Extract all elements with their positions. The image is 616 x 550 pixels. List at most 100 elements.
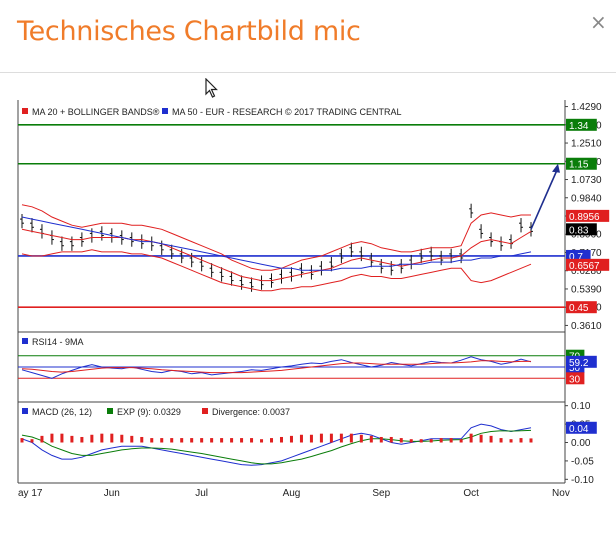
level-tag-label: 1.15 [569,160,589,171]
series-line [21,429,532,465]
divergence-bar [110,433,114,443]
mouse-cursor-icon [205,78,218,98]
divergence-bar [240,438,244,443]
value-tag-label: 0.04 [569,424,589,435]
divergence-bar [250,438,254,443]
legend-label: MACD (26, 12) [32,407,92,417]
legend-label: RSI14 - 9MA [32,337,84,347]
divergence-bar [220,438,224,443]
divergence-bar [60,433,64,443]
divergence-bar [120,434,124,443]
divergence-bar [369,435,373,443]
series-line [21,228,532,282]
divergence-bar [439,438,443,443]
value-tag [566,355,597,368]
divergence-bar [419,439,423,443]
series-line [21,249,532,292]
divergence-bar [409,439,413,443]
divergence-bar [519,438,523,443]
divergence-bar [379,436,383,443]
divergence-bar [140,436,144,443]
divergence-bar [329,433,333,443]
y-tick-label: -0.10 [571,475,594,486]
divergence-bar [150,438,154,443]
value-tag [566,223,597,236]
divergence-bar [529,438,533,443]
divergence-bar [260,439,264,443]
x-tick-label: Sep [372,488,390,499]
y-tick-label: 1.0730 [571,175,602,186]
window-title: Technisches Chartbild mic [17,16,361,47]
series-line [21,360,531,374]
level-tag [566,118,597,131]
y-tick-label: -0.05 [571,456,594,467]
divergence-bar [270,438,274,443]
divergence-bar [279,436,283,443]
legend-swatch [22,338,28,344]
value-tag-label: 0.83 [569,225,589,236]
value-tag-label: 0.8956 [569,212,600,223]
divergence-bar [50,433,54,443]
legend-swatch [202,408,208,414]
y-tick-label: 0.9840 [571,193,602,204]
divergence-bar [359,434,363,443]
divergence-bar [130,435,134,443]
divergence-bar [40,435,44,443]
value-tag [566,209,610,222]
level-tag-label: 50 [569,363,581,374]
divergence-bar [90,434,94,443]
x-tick-label: Oct [463,488,479,499]
legend-label: Divergence: 0.0037 [212,407,290,417]
level-tag [566,157,597,170]
divergence-bar [499,438,503,443]
projection-arrow [530,167,559,230]
close-icon[interactable]: × [590,10,607,34]
y-tick-label: 0.6280 [571,266,602,277]
legend-swatch [22,408,28,414]
divergence-bar [180,438,184,443]
divergence-bar [210,438,214,443]
legend-label: MA 50 - EUR - RESEARCH © 2017 TRADING CE… [172,107,402,117]
divergence-bar [449,438,453,443]
y-tick-label: 0.3610 [571,321,602,332]
legend-label: EXP (9): 0.0329 [117,407,181,417]
divergence-bar [299,434,303,443]
divergence-bar [20,438,24,443]
series-line [21,216,532,271]
value-tag [566,258,610,271]
y-tick-label: 0.00 [571,438,591,449]
value-tag [566,421,597,434]
value-tag-label: 59.2 [569,358,589,369]
divergence-bar [429,439,433,443]
level-tag-label: 1.34 [569,121,589,132]
divergence-bar [160,438,164,443]
divergence-bar [399,438,403,443]
level-tag-label: 0.45 [569,303,589,314]
divergence-bar [389,436,393,443]
divergence-bar [80,436,84,443]
title-divider [0,72,616,73]
divergence-bar [190,438,194,443]
x-tick-label: Jul [195,488,208,499]
divergence-bar [479,434,483,443]
divergence-bar [170,438,174,443]
legend-swatch [107,408,113,414]
divergence-bar [319,433,323,443]
y-tick-label: 0.5390 [571,284,602,295]
divergence-bar [200,438,204,443]
legend-swatch [22,108,28,114]
x-tick-label: Aug [283,488,301,499]
divergence-bar [339,433,343,443]
legend-label: MA 20 + BOLLINGER BANDS® [32,107,160,117]
divergence-bar [469,433,473,443]
series-line [21,356,532,379]
divergence-bar [509,439,513,443]
divergence-bar [349,433,353,443]
legend-swatch [162,108,168,114]
series-line [21,204,531,271]
divergence-bar [289,435,293,443]
level-tag-label: 0.7 [569,252,583,263]
level-tag [566,301,597,314]
x-tick-label: Jun [104,488,120,499]
x-tick-label: Nov [552,488,570,499]
